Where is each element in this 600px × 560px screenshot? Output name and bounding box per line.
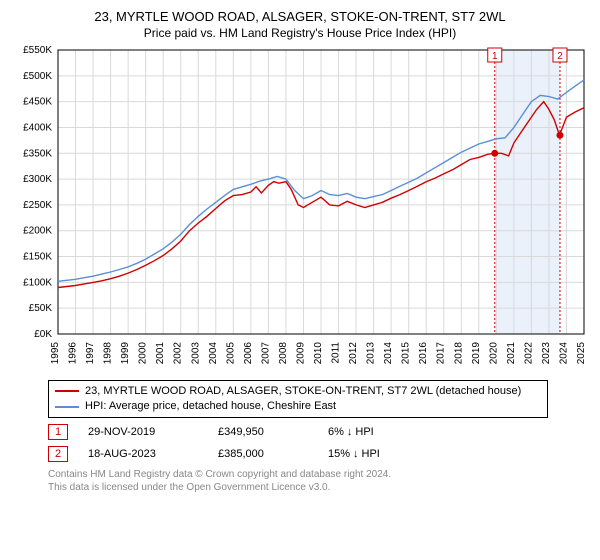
svg-text:£550K: £550K xyxy=(23,45,52,56)
svg-text:£200K: £200K xyxy=(23,225,52,236)
svg-text:2014: 2014 xyxy=(383,341,394,364)
legend-label: 23, MYRTLE WOOD ROAD, ALSAGER, STOKE-ON-… xyxy=(85,384,521,399)
svg-text:2012: 2012 xyxy=(348,341,359,364)
marker-pct-value: 6% xyxy=(328,426,344,438)
svg-text:2020: 2020 xyxy=(488,341,499,364)
svg-text:2018: 2018 xyxy=(453,341,464,364)
svg-text:1996: 1996 xyxy=(68,341,79,364)
svg-text:£300K: £300K xyxy=(23,174,52,185)
marker-date: 18-AUG-2023 xyxy=(88,448,198,460)
svg-text:1995: 1995 xyxy=(50,341,61,364)
marker-vs-label: HPI xyxy=(355,426,373,438)
svg-text:2023: 2023 xyxy=(541,341,552,364)
svg-text:2024: 2024 xyxy=(558,341,569,364)
svg-text:£250K: £250K xyxy=(23,199,52,210)
marker-diff: 6% ↓ HPI xyxy=(328,426,374,438)
marker-price: £349,950 xyxy=(218,426,308,438)
legend-swatch xyxy=(55,406,79,408)
svg-text:2008: 2008 xyxy=(278,341,289,364)
svg-text:£400K: £400K xyxy=(23,122,52,133)
legend-label: HPI: Average price, detached house, Ches… xyxy=(85,399,336,414)
svg-text:2006: 2006 xyxy=(243,341,254,364)
marker-table: 1 29-NOV-2019 £349,950 6% ↓ HPI 2 18-AUG… xyxy=(48,424,584,462)
svg-text:2019: 2019 xyxy=(471,341,482,364)
legend-swatch xyxy=(55,390,79,392)
svg-text:£100K: £100K xyxy=(23,277,52,288)
down-arrow-icon: ↓ xyxy=(353,448,359,460)
svg-text:2017: 2017 xyxy=(436,341,447,364)
marker-badge: 1 xyxy=(48,424,68,440)
svg-text:£350K: £350K xyxy=(23,148,52,159)
svg-text:2003: 2003 xyxy=(190,341,201,364)
svg-text:2013: 2013 xyxy=(366,341,377,364)
footer-line: This data is licensed under the Open Gov… xyxy=(48,481,584,494)
svg-text:£50K: £50K xyxy=(29,303,53,314)
svg-text:2015: 2015 xyxy=(401,341,412,364)
svg-text:2025: 2025 xyxy=(576,341,587,364)
svg-text:£150K: £150K xyxy=(23,251,52,262)
marker-row: 2 18-AUG-2023 £385,000 15% ↓ HPI xyxy=(48,446,584,462)
svg-text:2002: 2002 xyxy=(173,341,184,364)
marker-price: £385,000 xyxy=(218,448,308,460)
footer-attribution: Contains HM Land Registry data © Crown c… xyxy=(48,468,584,494)
legend: 23, MYRTLE WOOD ROAD, ALSAGER, STOKE-ON-… xyxy=(48,380,548,419)
svg-text:£0K: £0K xyxy=(34,329,52,340)
legend-item: HPI: Average price, detached house, Ches… xyxy=(55,399,541,414)
marker-row: 1 29-NOV-2019 £349,950 6% ↓ HPI xyxy=(48,424,584,440)
footer-line: Contains HM Land Registry data © Crown c… xyxy=(48,468,584,481)
svg-text:2010: 2010 xyxy=(313,341,324,364)
svg-text:£500K: £500K xyxy=(23,70,52,81)
svg-text:2011: 2011 xyxy=(331,341,342,363)
marker-pct-value: 15% xyxy=(328,448,350,460)
svg-text:2009: 2009 xyxy=(295,341,306,364)
svg-text:2005: 2005 xyxy=(225,341,236,364)
svg-text:2022: 2022 xyxy=(523,341,534,364)
down-arrow-icon: ↓ xyxy=(347,426,353,438)
svg-text:1999: 1999 xyxy=(120,341,131,364)
page-subtitle: Price paid vs. HM Land Registry's House … xyxy=(10,26,590,40)
marker-date: 29-NOV-2019 xyxy=(88,426,198,438)
svg-text:1: 1 xyxy=(492,51,498,62)
price-chart: £0K £50K £100K £150K £200K £250K £300K £350K £40… xyxy=(10,44,590,374)
marker-diff: 15% ↓ HPI xyxy=(328,448,380,460)
svg-text:2016: 2016 xyxy=(418,341,429,364)
legend-item: 23, MYRTLE WOOD ROAD, ALSAGER, STOKE-ON-… xyxy=(55,384,541,399)
svg-text:2021: 2021 xyxy=(506,341,517,364)
svg-text:2000: 2000 xyxy=(138,341,149,364)
page-title: 23, MYRTLE WOOD ROAD, ALSAGER, STOKE-ON-… xyxy=(10,8,590,26)
marker-badge: 2 xyxy=(48,446,68,462)
marker-vs-label: HPI xyxy=(362,448,380,460)
svg-text:2007: 2007 xyxy=(260,341,271,364)
svg-text:2001: 2001 xyxy=(155,341,166,364)
svg-text:£450K: £450K xyxy=(23,96,52,107)
svg-text:2: 2 xyxy=(557,51,563,62)
svg-text:2004: 2004 xyxy=(208,341,219,364)
svg-text:1997: 1997 xyxy=(85,341,96,364)
svg-text:1998: 1998 xyxy=(103,341,114,364)
